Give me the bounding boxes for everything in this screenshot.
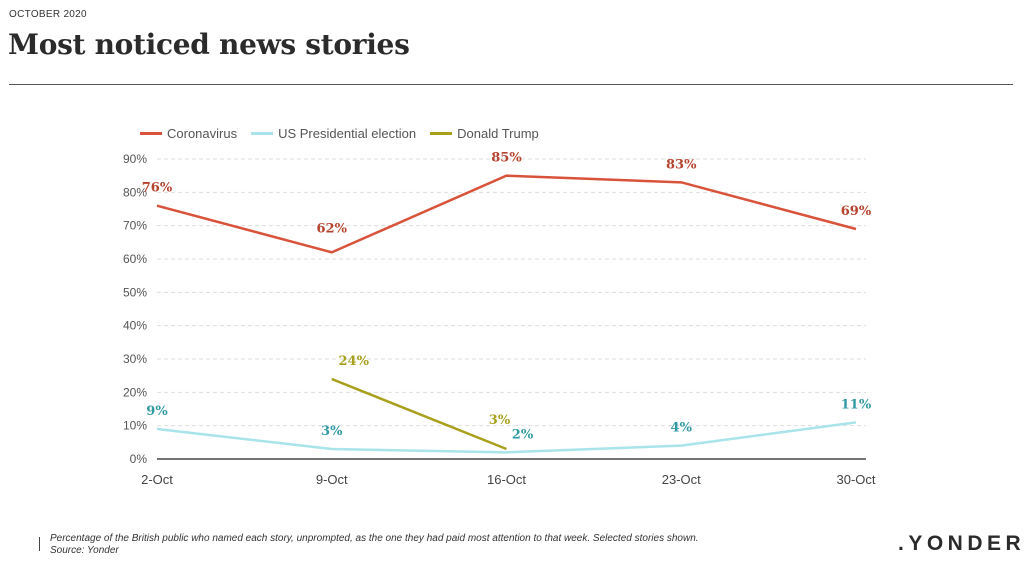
- y-tick-label: 70%: [123, 219, 147, 233]
- x-tick-label: 9-Oct: [316, 472, 348, 487]
- legend-swatch-donald-trump: [430, 132, 453, 135]
- data-label: 83%: [666, 157, 697, 172]
- legend-swatch-us-election: [251, 132, 274, 135]
- data-label: 24%: [339, 354, 370, 369]
- data-label: 85%: [491, 151, 522, 166]
- x-tick-label: 23-Oct: [662, 472, 701, 487]
- y-tick-label: 80%: [123, 185, 147, 199]
- y-tick-label: 30%: [123, 352, 147, 366]
- legend-label-us-election: US Presidential election: [278, 126, 417, 141]
- report-date: OCTOBER 2020: [9, 9, 87, 20]
- x-tick-label: 2-Oct: [141, 472, 173, 487]
- data-label: 62%: [317, 221, 348, 236]
- x-tick-label: 16-Oct: [487, 472, 526, 487]
- data-label: 3%: [321, 424, 343, 439]
- chart-title: Most noticed news stories: [8, 28, 410, 61]
- coronavirus-line: [156, 174, 857, 254]
- data-label: 3%: [489, 413, 511, 428]
- y-tick-label: 20%: [123, 385, 147, 399]
- title-divider: [9, 84, 1013, 85]
- footnote-text: Percentage of the British public who nam…: [50, 533, 699, 544]
- legend-label-coronavirus: Coronavirus: [167, 126, 238, 141]
- legend-label-donald-trump: Donald Trump: [457, 126, 539, 141]
- legend-item-us-election: US Presidential election: [251, 126, 416, 141]
- data-label: 9%: [146, 404, 168, 419]
- yonder-logo: .YONDER: [898, 532, 1024, 555]
- donald-trump-line: [331, 377, 507, 451]
- x-tick-label: 30-Oct: [836, 472, 875, 487]
- y-tick-label: 50%: [123, 285, 147, 299]
- legend-swatch-coronavirus: [140, 132, 162, 135]
- chart-legend: Coronavirus US Presidential election Don…: [140, 126, 539, 141]
- data-label: 11%: [841, 397, 872, 412]
- data-label: 76%: [142, 181, 173, 196]
- footer-note: Percentage of the British public who nam…: [50, 533, 699, 557]
- y-tick-label: 60%: [123, 252, 147, 266]
- source-text: Source: Yonder: [50, 545, 119, 556]
- y-tick-label: 0%: [130, 452, 148, 466]
- legend-item-coronavirus: Coronavirus: [140, 126, 237, 141]
- y-tick-label: 90%: [123, 152, 147, 166]
- y-tick-label: 10%: [123, 419, 147, 433]
- data-label: 2%: [512, 427, 534, 442]
- y-tick-label: 40%: [123, 319, 147, 333]
- us-election-line: [156, 421, 857, 454]
- data-label: 69%: [841, 204, 872, 219]
- footer-accent-bar: [39, 537, 40, 551]
- data-label: 4%: [671, 421, 693, 436]
- legend-item-donald-trump: Donald Trump: [430, 126, 539, 141]
